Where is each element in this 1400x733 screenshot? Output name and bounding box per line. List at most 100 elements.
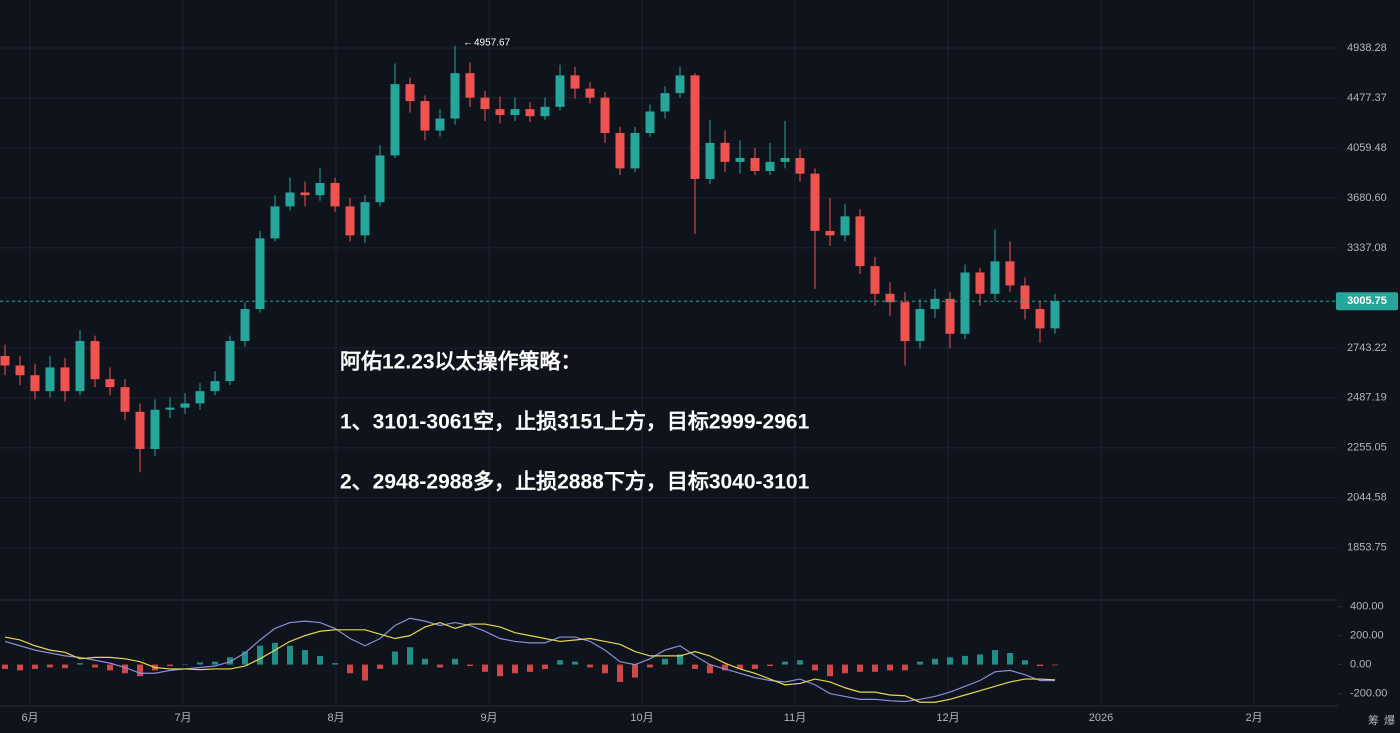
candle-body [150,409,160,449]
candle-body [570,75,580,89]
histogram-bar [827,664,833,677]
last-price-label: 3005.75 [1347,295,1387,307]
y-tick-label: 1853.75 [1347,542,1387,554]
candle-body [540,106,550,117]
histogram-bar [572,661,578,665]
x-tick-label: 12月 [936,712,959,724]
candle-body [255,238,265,310]
histogram-bar [977,654,983,665]
histogram-bar [407,647,413,665]
y-tick-label: 3680.60 [1347,192,1387,204]
histogram-bar [92,664,98,668]
y-tick-label: 400.00 [1350,601,1384,613]
candle-body [480,97,490,110]
high-marker-arrow: ← [463,38,473,49]
y-tick-label: 4477.37 [1347,92,1387,104]
candle-body [645,111,655,133]
candle-body [195,391,205,404]
histogram-bar [587,664,593,668]
candle-body [495,109,505,116]
histogram-bar [32,664,38,669]
candle-body [45,367,55,392]
candle-body [630,132,640,169]
y-tick-label: 2255.05 [1347,442,1387,454]
candle-body [555,75,565,107]
candle-body [930,298,940,310]
candle-body [240,309,250,342]
histogram-bar [692,664,698,669]
toolbar-button[interactable]: 爆 [1384,713,1395,727]
candle-body [1005,261,1015,286]
candle-body [120,387,130,412]
histogram-bar [227,657,233,665]
candle-body [90,341,100,380]
candle-body [945,298,955,334]
candle-body [690,75,700,179]
candle-body [840,216,850,236]
candle-body [435,118,445,131]
histogram-bar [947,657,953,665]
candle-body [465,73,475,98]
candle-body [600,97,610,133]
candle-body [345,206,355,236]
candle-body [300,192,310,196]
candle-body [390,84,400,156]
histogram-bar [617,664,623,682]
histogram-bar [287,645,293,665]
histogram-bar [257,645,263,665]
indicator-line [4,621,1056,703]
histogram-bar [527,664,533,672]
y-tick-label: 4059.48 [1347,142,1387,154]
histogram-bar [2,664,8,669]
y-tick-label: 200.00 [1350,630,1384,642]
candle-body [675,75,685,94]
candle-body [30,375,40,392]
histogram-bar [902,664,908,671]
histogram-bar [467,664,473,667]
candle-body [360,202,370,236]
histogram-bar [842,664,848,674]
candle-body [870,266,880,294]
candle-body [705,142,715,179]
histogram-bar [362,664,368,681]
histogram-bar [242,651,248,665]
histogram-bar [647,664,653,668]
candle-body [330,182,340,207]
histogram-bar [377,664,383,669]
candle-body [165,407,175,410]
histogram-bar [707,664,713,674]
candle-body [975,272,985,294]
histogram-bar [212,661,218,665]
histogram-bar [332,663,338,665]
toolbar-button[interactable]: 筹 [1368,713,1379,727]
histogram-bar [1007,653,1013,665]
histogram-bar [992,650,998,665]
histogram-bar [512,664,518,674]
x-tick-label: 11月 [784,712,806,724]
histogram-bar [662,658,668,665]
high-label: 4957.67 [474,38,511,49]
candle-body [15,365,25,376]
candle-body [795,158,805,174]
x-tick-label: 2月 [1245,712,1262,724]
y-tick-label: 2743.22 [1347,342,1387,354]
candle-body [270,206,280,239]
histogram-bar [17,664,23,671]
x-tick-label: 6月 [21,712,38,724]
candle-body [900,302,910,342]
histogram-bar [857,664,863,672]
histogram-bar [677,654,683,665]
x-tick-label: 8月 [327,712,344,724]
x-tick-label: 9月 [480,712,497,724]
histogram-bar [632,664,638,678]
histogram-bar [1052,664,1058,666]
candle-body [810,173,820,231]
candle-body [825,230,835,236]
candle-body [1020,285,1030,310]
histogram-bar [767,664,773,667]
histogram-bar [917,661,923,665]
histogram-bar [272,642,278,665]
y-tick-label: 4938.28 [1347,42,1387,54]
histogram-bar [602,664,608,674]
